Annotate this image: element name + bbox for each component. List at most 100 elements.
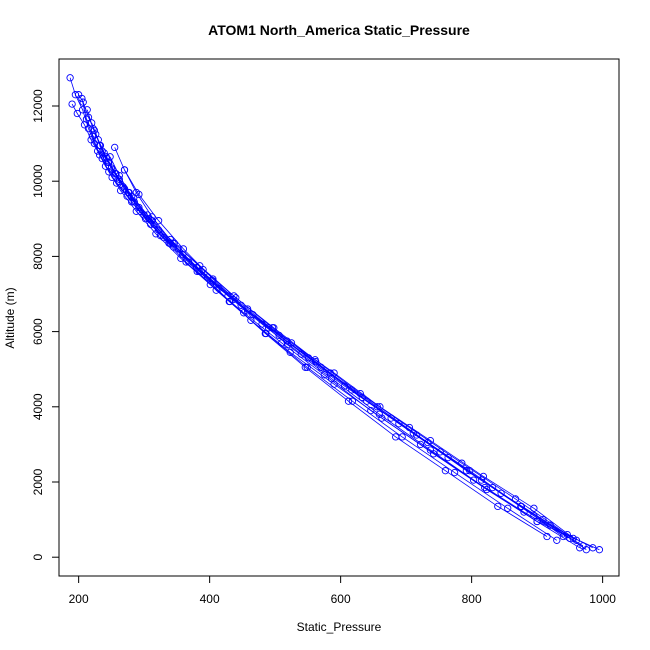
data-point	[105, 168, 113, 176]
data-point	[363, 397, 371, 405]
data-point	[132, 207, 140, 215]
data-point	[95, 141, 104, 150]
data-point	[450, 468, 459, 477]
data-point	[261, 329, 269, 338]
data-point	[237, 301, 245, 309]
data-point	[477, 476, 486, 484]
data-point	[66, 74, 74, 82]
data-point	[68, 100, 76, 108]
data-point	[358, 393, 366, 402]
x-axis: 200 400 600 800 1000	[69, 575, 616, 606]
data-point	[88, 119, 96, 127]
series-profile	[88, 119, 577, 543]
data-point	[569, 534, 577, 543]
data-point	[543, 532, 551, 541]
data-point	[373, 403, 381, 411]
data-point	[426, 446, 435, 454]
y-tick-label: 2000	[31, 468, 45, 495]
data-point	[212, 286, 220, 294]
data-point	[132, 188, 140, 197]
data-point	[240, 309, 248, 317]
data-point	[109, 166, 117, 174]
series-line	[124, 169, 548, 537]
data-point	[179, 245, 188, 253]
x-tick-label: 400	[200, 592, 220, 606]
y-tick-label: 0	[31, 554, 45, 561]
series-line	[109, 156, 558, 541]
series-line	[114, 147, 600, 551]
data-point	[209, 275, 217, 283]
data-point	[111, 143, 119, 152]
series-profile	[78, 94, 574, 543]
series-line	[86, 109, 568, 535]
x-tick-label: 600	[331, 592, 351, 606]
data-point	[195, 267, 203, 276]
data-point	[78, 94, 86, 103]
data-point	[92, 130, 100, 138]
y-tick-label: 4000	[31, 393, 45, 420]
data-point	[441, 467, 450, 475]
data-point	[209, 277, 217, 285]
data-point	[128, 192, 136, 200]
data-point	[327, 374, 336, 383]
data-point	[115, 171, 123, 180]
data-point	[82, 115, 91, 123]
data-point	[375, 410, 383, 418]
data-point	[344, 397, 353, 405]
data-point	[301, 363, 309, 371]
data-point	[517, 502, 525, 511]
series-layer	[66, 74, 604, 554]
data-point	[95, 151, 104, 159]
series-line	[95, 134, 584, 547]
series-profile	[68, 100, 597, 552]
series-profile	[95, 141, 567, 541]
data-point	[312, 358, 320, 366]
data-point	[179, 250, 187, 259]
data-point	[412, 431, 421, 439]
x-axis-label: Static_Pressure	[297, 620, 382, 634]
data-point	[100, 149, 108, 157]
series-line	[71, 103, 593, 549]
data-point	[106, 153, 114, 161]
data-point	[479, 472, 488, 481]
series-line	[91, 122, 574, 539]
y-tick-label: 10000	[31, 164, 45, 198]
data-point	[169, 239, 177, 247]
data-point	[243, 305, 252, 313]
data-point	[533, 517, 541, 526]
data-point	[326, 369, 334, 377]
data-point	[392, 433, 400, 441]
data-point	[424, 438, 432, 447]
y-tick-label: 8000	[31, 243, 45, 270]
data-point	[226, 297, 234, 306]
data-point	[494, 502, 502, 511]
series-profile	[111, 143, 604, 554]
series-profile	[120, 166, 551, 541]
series-profile	[106, 153, 561, 544]
data-point	[576, 544, 584, 552]
x-tick-label: 200	[69, 592, 89, 606]
series-line	[81, 98, 571, 539]
data-point	[481, 483, 489, 492]
series-line	[78, 94, 577, 541]
data-point	[483, 485, 491, 494]
data-point	[120, 166, 129, 174]
y-tick-label: 6000	[31, 318, 45, 345]
x-tick-label: 1000	[589, 592, 616, 606]
data-point	[283, 341, 292, 349]
data-point	[416, 440, 425, 449]
series-profile	[74, 91, 581, 544]
series-profile	[92, 130, 587, 550]
y-axis-label: Altitude (m)	[3, 287, 17, 348]
data-point	[553, 536, 561, 544]
data-point	[247, 316, 255, 324]
data-point	[107, 164, 116, 172]
data-point	[87, 136, 95, 144]
data-point	[73, 109, 81, 118]
x-tick-label: 800	[462, 592, 482, 606]
data-point	[193, 267, 201, 276]
data-point	[148, 213, 156, 221]
data-point	[303, 363, 311, 371]
series-line	[69, 77, 587, 551]
data-point	[504, 504, 512, 512]
